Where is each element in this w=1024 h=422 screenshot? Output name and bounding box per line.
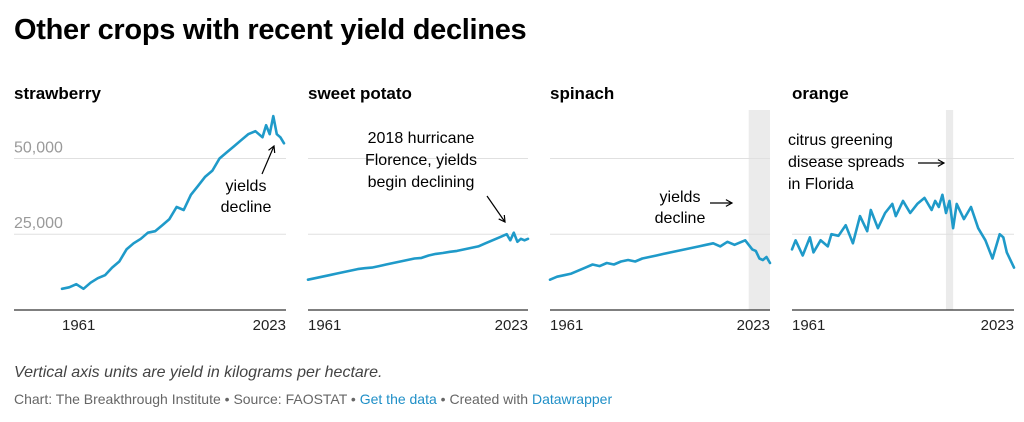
x-tick-label: 1961 bbox=[792, 317, 825, 334]
datawrapper-link[interactable]: Datawrapper bbox=[531, 391, 613, 407]
panel-spinach: 1961 2023 yields decline bbox=[548, 110, 772, 334]
footer-separator: • bbox=[220, 391, 234, 407]
series-line bbox=[306, 231, 530, 282]
annotation-text: citrus greening bbox=[788, 132, 893, 149]
panel-strawberry: 25,000 50,000 1961 2023 yields decline bbox=[14, 114, 286, 334]
chart-source: Source: FAOSTAT bbox=[233, 391, 348, 407]
panel-title-sweet-potato: sweet potato bbox=[308, 84, 412, 103]
x-tick-label: 2023 bbox=[981, 317, 1014, 334]
series-line bbox=[790, 193, 1016, 269]
annotation-arrow bbox=[261, 145, 275, 175]
panel-sweet-potato: 1961 2023 2018 hurricane Florence, yields be… bbox=[306, 130, 530, 334]
x-tick-label: 2023 bbox=[495, 317, 528, 334]
annotation-arrowhead bbox=[725, 199, 734, 207]
annotation-text: begin declining bbox=[368, 174, 475, 191]
panel-title-strawberry: strawberry bbox=[14, 84, 101, 103]
chart-notes: Vertical axis units are yield in kilogra… bbox=[14, 364, 383, 381]
annotation-text: decline bbox=[655, 210, 706, 227]
annotation-text: disease spreads bbox=[788, 154, 905, 171]
annotation-arrowhead bbox=[268, 144, 276, 154]
annotation-text: yields bbox=[660, 189, 701, 206]
shaded-period bbox=[748, 110, 770, 310]
annotation-arrowhead bbox=[937, 159, 946, 167]
x-tick-label: 2023 bbox=[253, 317, 286, 334]
x-tick-label: 2023 bbox=[737, 317, 770, 334]
created-with-text: Created with bbox=[449, 391, 532, 407]
annotation-text: decline bbox=[221, 199, 272, 216]
panel-orange: 1961 2023 citrus greening disease spreads in… bbox=[788, 110, 1016, 334]
x-tick-label: 1961 bbox=[550, 317, 583, 334]
chart-title: Other crops with recent yield declines bbox=[14, 14, 527, 46]
panel-title-spinach: spinach bbox=[550, 84, 615, 103]
annotation-text: in Florida bbox=[788, 176, 854, 193]
footer-separator: • bbox=[347, 391, 360, 407]
x-tick-label: 1961 bbox=[62, 317, 95, 334]
y-tick-label: 25,000 bbox=[14, 215, 63, 232]
annotation-arrowhead bbox=[498, 214, 506, 224]
get-data-link[interactable]: Get the data bbox=[359, 391, 437, 407]
footer-separator: • bbox=[436, 391, 450, 407]
chart-credit: Chart: The Breakthrough Institute bbox=[14, 391, 221, 407]
annotation-text: Florence, yields bbox=[365, 152, 477, 169]
chart-footer: Chart: The Breakthrough Institute • Sour… bbox=[14, 391, 612, 407]
series-line bbox=[60, 114, 286, 291]
annotation-text: yields bbox=[226, 178, 267, 195]
annotation-arrow bbox=[486, 195, 506, 223]
panel-title-orange: orange bbox=[792, 84, 849, 103]
series-line bbox=[548, 239, 772, 282]
x-tick-label: 1961 bbox=[308, 317, 341, 334]
annotation-text: 2018 hurricane bbox=[368, 130, 475, 147]
y-tick-label: 50,000 bbox=[14, 139, 63, 156]
